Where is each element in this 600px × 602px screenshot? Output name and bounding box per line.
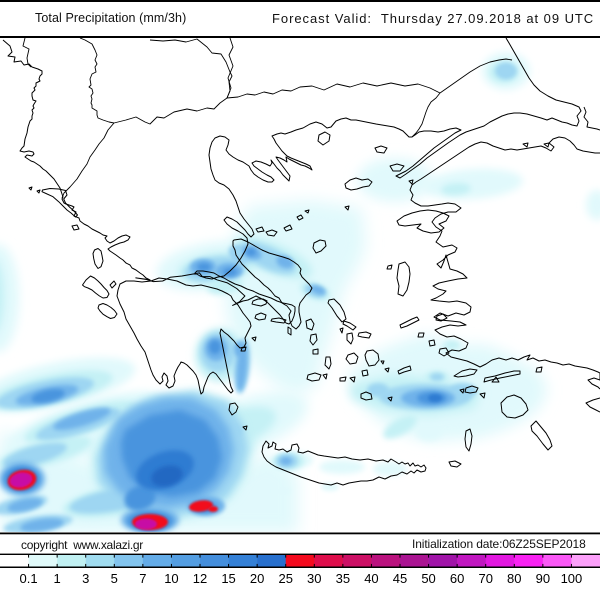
svg-text:1: 1 (54, 571, 61, 586)
svg-text:60: 60 (450, 571, 464, 586)
svg-text:45: 45 (393, 571, 407, 586)
svg-text:40: 40 (364, 571, 378, 586)
svg-text:30: 30 (307, 571, 321, 586)
svg-text:12: 12 (193, 571, 207, 586)
svg-text:25: 25 (278, 571, 292, 586)
svg-text:100: 100 (561, 571, 583, 586)
svg-text:15: 15 (221, 571, 235, 586)
svg-text:7: 7 (139, 571, 146, 586)
svg-text:20: 20 (250, 571, 264, 586)
svg-text:90: 90 (536, 571, 550, 586)
svg-text:0.1: 0.1 (20, 571, 38, 586)
svg-text:10: 10 (164, 571, 178, 586)
svg-text:80: 80 (507, 571, 521, 586)
svg-text:70: 70 (478, 571, 492, 586)
svg-text:35: 35 (336, 571, 350, 586)
svg-text:3: 3 (82, 571, 89, 586)
svg-text:5: 5 (111, 571, 118, 586)
svg-text:50: 50 (421, 571, 435, 586)
